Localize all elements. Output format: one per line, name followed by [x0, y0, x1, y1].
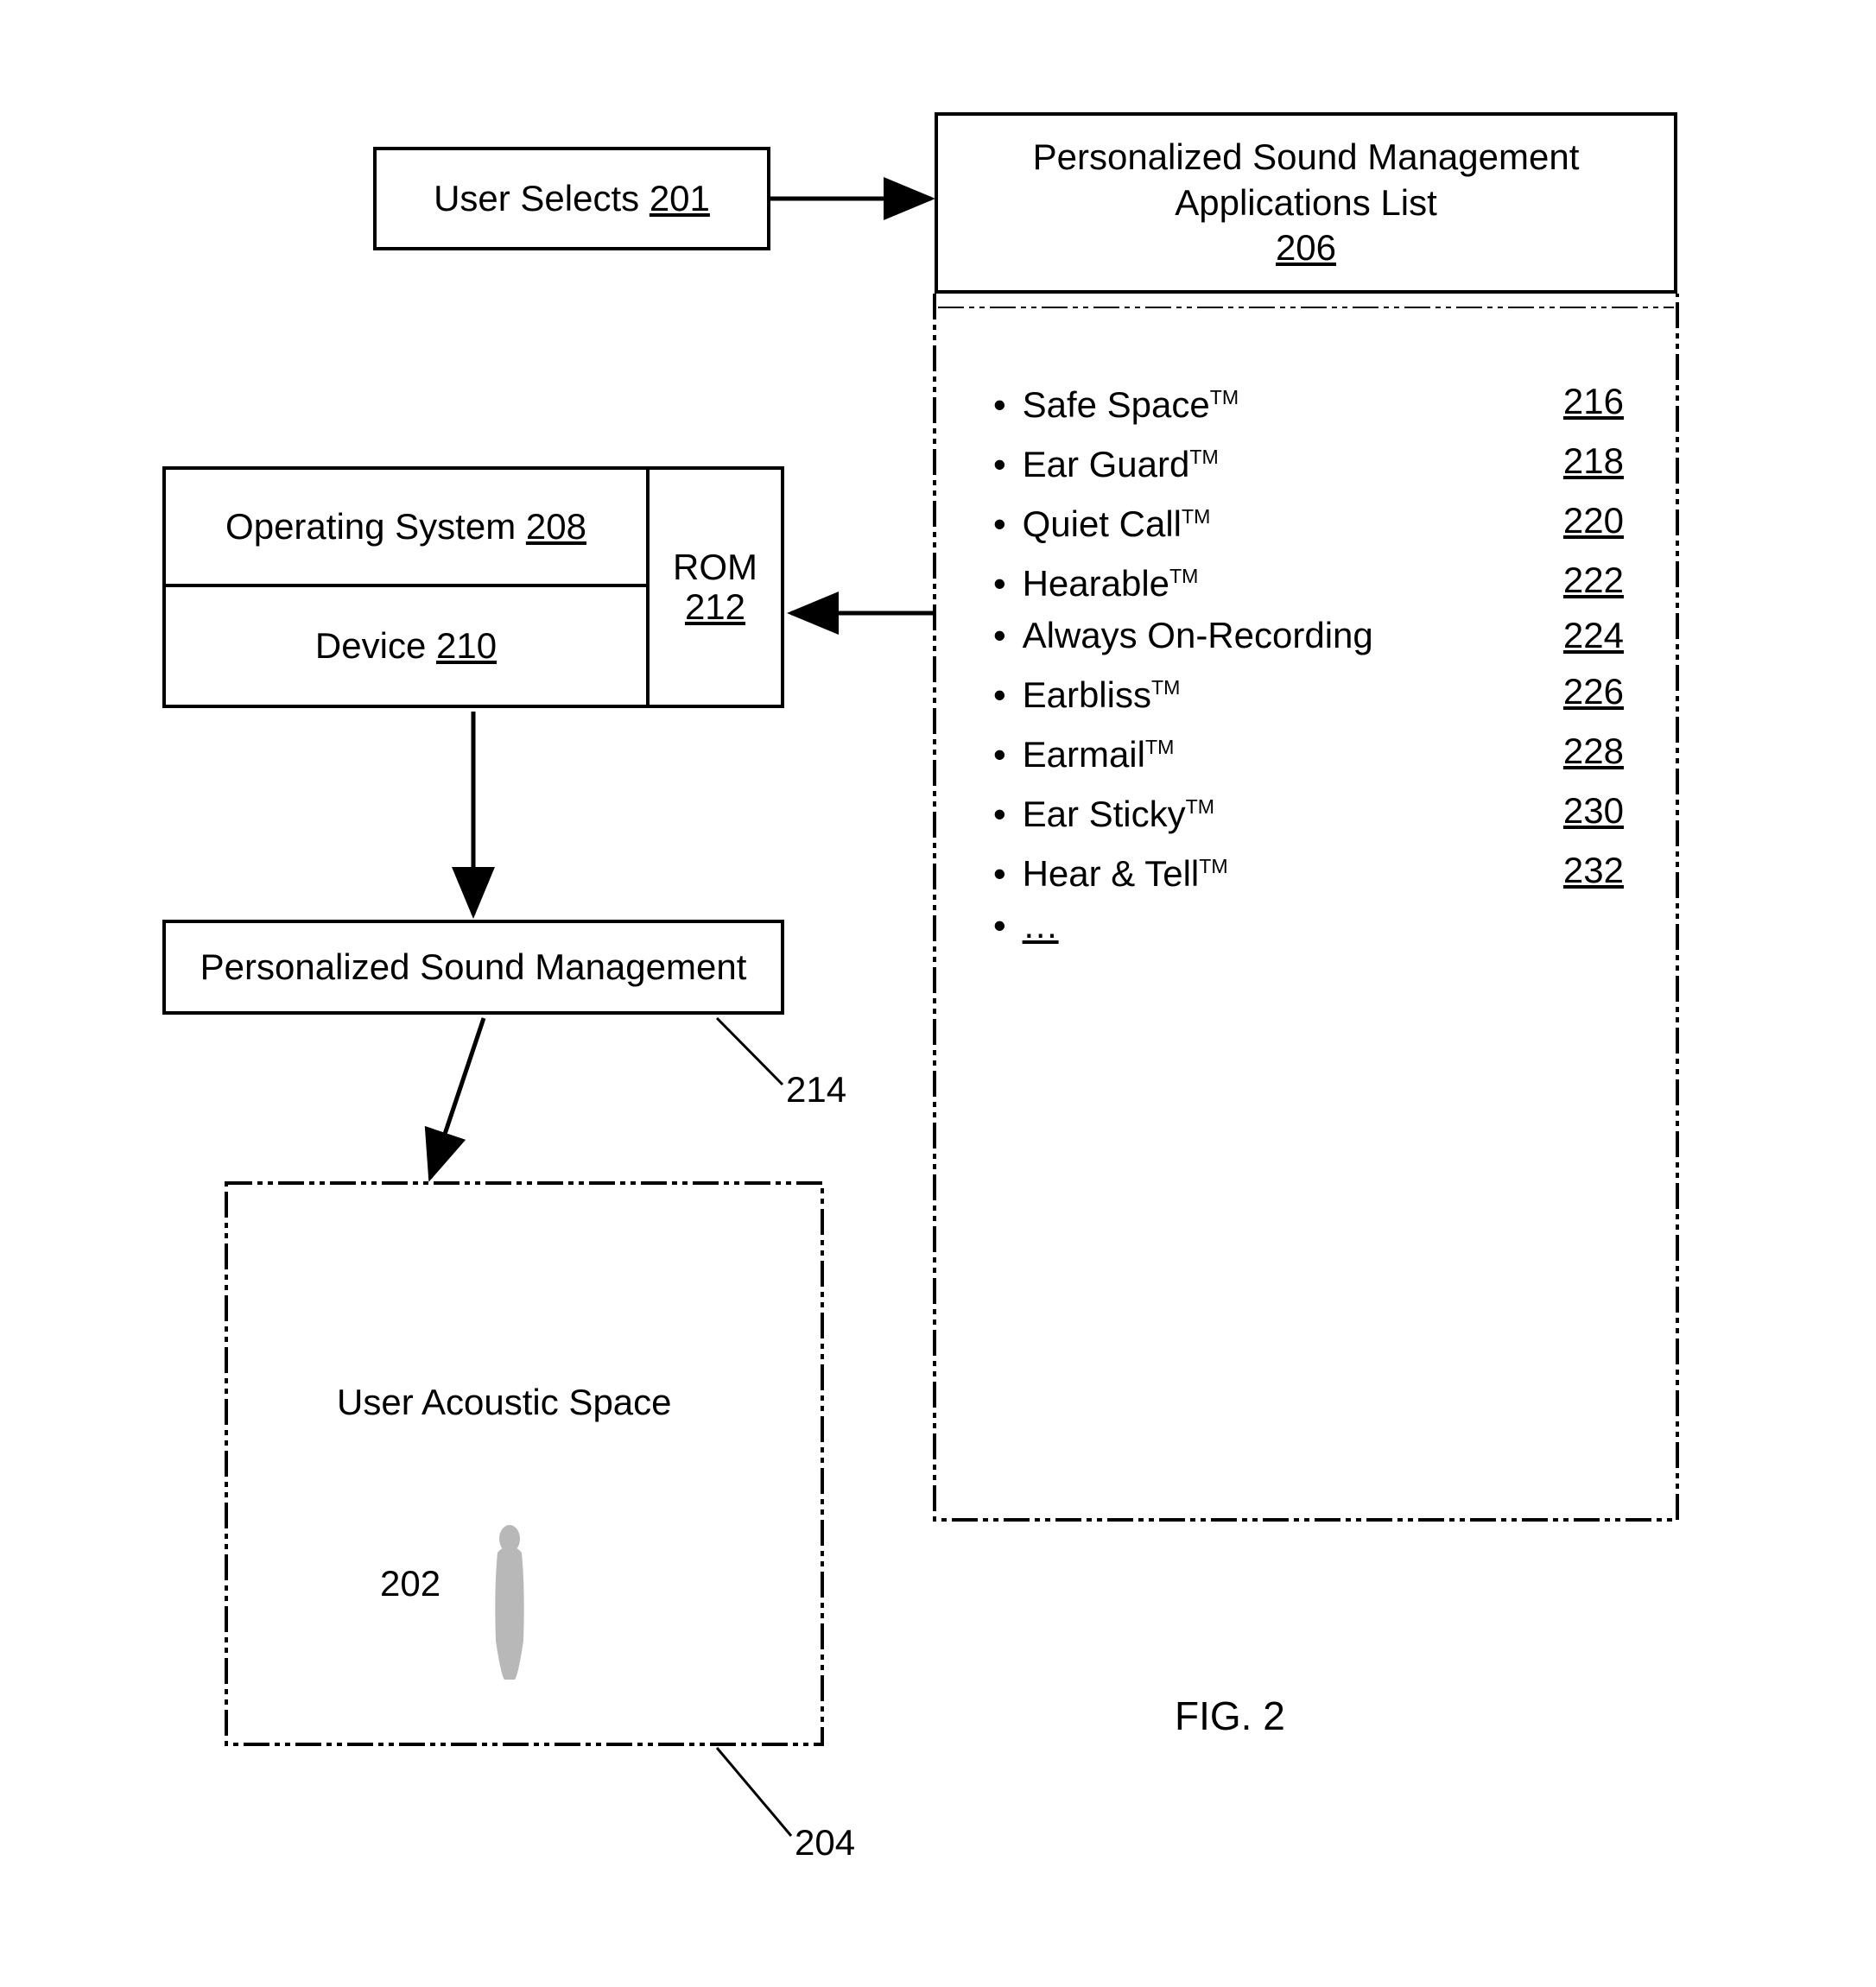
- app-ref: 222: [1546, 554, 1624, 606]
- uas-outer-ref: 204: [795, 1822, 855, 1864]
- app-name: •Ear StickyTM: [993, 781, 1546, 840]
- app-list-item: •HearableTM222: [993, 550, 1624, 610]
- app-name: •Hear & TellTM: [993, 840, 1546, 900]
- app-ref: 232: [1546, 845, 1624, 896]
- app-ref: 216: [1546, 376, 1624, 427]
- app-name: •HearableTM: [993, 550, 1546, 610]
- device-box: Device 210: [162, 587, 646, 708]
- apps-list: •Safe SpaceTM216•Ear GuardTM218•Quiet Ca…: [993, 371, 1624, 952]
- app-ref: 218: [1546, 435, 1624, 487]
- app-name: •EarmailTM: [993, 721, 1546, 781]
- app-ref: 230: [1546, 785, 1624, 837]
- app-list-item: •Ear GuardTM218: [993, 431, 1624, 490]
- app-name: •Quiet CallTM: [993, 490, 1546, 550]
- app-list-item: •EarblissTM226: [993, 661, 1624, 721]
- app-list-item: •Quiet CallTM220: [993, 490, 1624, 550]
- app-name: •EarblissTM: [993, 661, 1546, 721]
- app-name: •Ear GuardTM: [993, 431, 1546, 490]
- uas-inner-ref: 202: [380, 1563, 440, 1604]
- apps-header-line1: Personalized Sound Management: [1033, 135, 1580, 180]
- rom-box: ROM 212: [646, 466, 784, 708]
- psm-label: Personalized Sound Management: [200, 946, 747, 988]
- person-icon: [495, 1525, 523, 1680]
- diagram-canvas: User Selects 201 Personalized Sound Mana…: [0, 0, 1876, 1987]
- app-list-item: •Ear StickyTM230: [993, 781, 1624, 840]
- apps-header-box: Personalized Sound Management Applicatio…: [935, 112, 1677, 294]
- psm-ref-label: 214: [786, 1069, 846, 1111]
- os-box: Operating System 208: [162, 466, 646, 587]
- user-selects-label: User Selects 201: [434, 178, 710, 219]
- rom-label: ROM: [673, 547, 757, 587]
- app-list-item: •Hear & TellTM232: [993, 840, 1624, 900]
- apps-header-line2: Applications List: [1175, 180, 1437, 226]
- app-list-item: •EarmailTM228: [993, 721, 1624, 781]
- app-list-item: •Always On-Recording224: [993, 610, 1624, 661]
- app-ref: 226: [1546, 666, 1624, 718]
- rom-ref: 212: [685, 587, 745, 627]
- app-name: •Safe SpaceTM: [993, 371, 1546, 431]
- uas-label: User Acoustic Space: [337, 1382, 672, 1423]
- app-ref: 224: [1546, 610, 1624, 661]
- app-ref: 220: [1546, 495, 1624, 547]
- app-list-item: •Safe SpaceTM216: [993, 371, 1624, 431]
- app-ref: 228: [1546, 725, 1624, 777]
- user-selects-box: User Selects 201: [373, 147, 770, 250]
- app-list-ellipsis: •…: [993, 900, 1624, 952]
- psm-box: Personalized Sound Management: [162, 920, 784, 1015]
- figure-label: FIG. 2: [1175, 1693, 1285, 1739]
- apps-header-ref: 206: [1276, 225, 1336, 271]
- app-name: •Always On-Recording: [993, 610, 1546, 661]
